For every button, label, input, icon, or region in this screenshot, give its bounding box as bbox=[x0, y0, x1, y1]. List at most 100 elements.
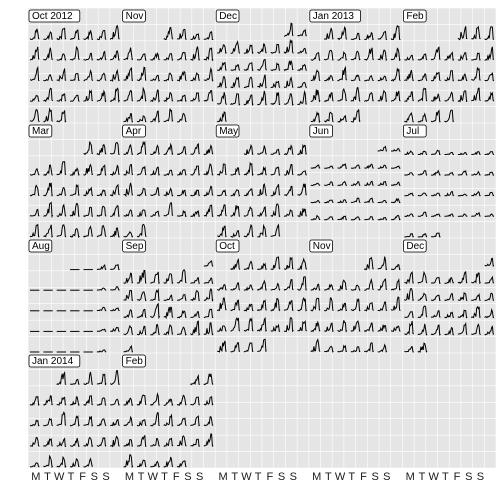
day-series-line bbox=[163, 108, 174, 123]
day-series-line bbox=[203, 277, 214, 284]
month-label-box bbox=[215, 9, 240, 23]
day-series-line bbox=[56, 110, 67, 123]
day-series-line bbox=[243, 303, 254, 312]
day-series-line bbox=[176, 29, 187, 40]
day-series-line bbox=[69, 415, 80, 427]
day-series-line bbox=[350, 86, 361, 102]
day-series-line bbox=[190, 311, 200, 318]
day-series-line bbox=[96, 373, 107, 386]
month-labels: Oct 2012 Nov Dec Jan 2013 Feb Mar Apr May Jun Jul… bbox=[28, 9, 427, 368]
day-series-line bbox=[136, 209, 147, 217]
day-series-line bbox=[297, 276, 307, 291]
day-series-line bbox=[150, 288, 160, 302]
day-series-line bbox=[176, 94, 187, 102]
day-series-line bbox=[310, 297, 321, 312]
day-series-line bbox=[176, 309, 187, 319]
day-series-line bbox=[190, 289, 201, 302]
day-series-line bbox=[270, 256, 281, 270]
day-series-line bbox=[283, 299, 294, 311]
day-series-line bbox=[457, 322, 468, 335]
day-series-line bbox=[123, 67, 134, 81]
day-series-line bbox=[109, 87, 121, 103]
day-series-line bbox=[69, 396, 80, 406]
day-series-line bbox=[363, 322, 374, 333]
month-label-text: Aug bbox=[32, 241, 50, 252]
day-series-line bbox=[404, 233, 414, 238]
day-series-line bbox=[377, 256, 388, 271]
day-series-line bbox=[377, 301, 388, 312]
day-series-line bbox=[364, 277, 374, 291]
day-series-line bbox=[257, 145, 267, 155]
day-series-line bbox=[29, 223, 40, 238]
day-series-line bbox=[136, 434, 147, 447]
day-series-line bbox=[110, 326, 120, 332]
day-series-line bbox=[83, 457, 94, 468]
month-label-box bbox=[215, 239, 240, 253]
day-series-line bbox=[56, 68, 67, 82]
day-series-line bbox=[163, 202, 174, 217]
day-series-line bbox=[43, 164, 53, 176]
day-series-line bbox=[163, 169, 174, 176]
x-tick-label: T bbox=[325, 471, 332, 483]
day-series-line bbox=[350, 319, 361, 332]
x-tick-label: F bbox=[266, 471, 273, 483]
day-series-line bbox=[337, 215, 347, 221]
month-label-box bbox=[122, 9, 146, 23]
day-series-line bbox=[297, 47, 307, 54]
day-series-line bbox=[136, 140, 147, 156]
day-series-line bbox=[217, 225, 227, 238]
day-series-line bbox=[217, 189, 227, 197]
day-series-line bbox=[350, 109, 361, 123]
x-tick-label: T bbox=[161, 471, 168, 483]
day-series-line bbox=[56, 371, 67, 386]
day-series-line bbox=[216, 111, 227, 123]
day-series-line bbox=[83, 415, 94, 427]
day-series-line bbox=[83, 186, 94, 197]
day-series-line bbox=[471, 272, 481, 285]
day-series-line bbox=[297, 257, 308, 271]
day-series-line bbox=[150, 271, 161, 285]
day-series-line bbox=[404, 91, 414, 102]
day-series-line bbox=[350, 32, 361, 41]
month-label: May bbox=[215, 124, 240, 138]
day-series-line bbox=[297, 183, 307, 196]
month-label: Feb bbox=[402, 9, 427, 23]
day-series-line bbox=[257, 183, 268, 196]
month-label-text: Dec bbox=[219, 11, 237, 22]
day-series-line bbox=[136, 269, 147, 284]
day-series-line bbox=[243, 284, 254, 291]
month-label-box bbox=[28, 239, 53, 253]
day-series-line bbox=[29, 462, 40, 468]
month-label-box bbox=[28, 9, 81, 23]
day-series-line bbox=[324, 165, 334, 169]
day-series-line bbox=[390, 147, 401, 152]
day-series-line bbox=[431, 213, 441, 217]
day-series-line bbox=[390, 263, 401, 271]
day-series-line bbox=[109, 50, 120, 61]
month-label-box bbox=[402, 9, 427, 23]
x-tick-label: F bbox=[360, 471, 367, 483]
day-series-line bbox=[283, 60, 294, 72]
day-series-line bbox=[283, 144, 294, 156]
day-series-line bbox=[457, 291, 468, 301]
day-series-line bbox=[337, 163, 348, 169]
day-series-line bbox=[217, 76, 227, 89]
day-series-line bbox=[96, 397, 107, 406]
day-series-line bbox=[350, 181, 361, 186]
day-series-line bbox=[457, 151, 468, 156]
day-series-line bbox=[177, 326, 187, 336]
x-tick-label: W bbox=[335, 471, 346, 483]
day-series-line bbox=[270, 323, 281, 332]
day-series-line bbox=[377, 324, 388, 332]
day-series-line bbox=[96, 263, 107, 271]
day-series-line bbox=[83, 89, 93, 102]
day-series-line bbox=[136, 223, 147, 238]
day-series-line bbox=[270, 62, 281, 71]
day-series-line bbox=[96, 189, 107, 197]
day-series-line bbox=[337, 302, 347, 312]
day-series-line bbox=[217, 92, 228, 105]
x-tick-label: W bbox=[148, 471, 159, 483]
day-series-line bbox=[29, 46, 40, 61]
day-series-line bbox=[150, 210, 160, 217]
